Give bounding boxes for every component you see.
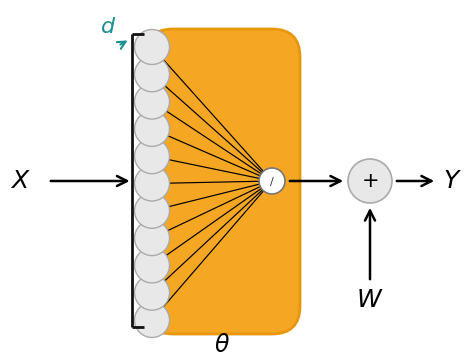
- Circle shape: [135, 84, 169, 119]
- Circle shape: [135, 57, 169, 92]
- Circle shape: [135, 275, 169, 310]
- Circle shape: [135, 303, 169, 337]
- Circle shape: [348, 159, 392, 203]
- Circle shape: [135, 220, 169, 256]
- Circle shape: [259, 168, 285, 194]
- Circle shape: [135, 166, 169, 201]
- Text: $Y$: $Y$: [443, 169, 462, 193]
- Circle shape: [135, 29, 169, 64]
- Circle shape: [135, 193, 169, 228]
- Text: $/$: $/$: [269, 174, 275, 188]
- Circle shape: [135, 139, 169, 174]
- Text: $W$: $W$: [356, 288, 384, 312]
- Circle shape: [135, 248, 169, 283]
- FancyBboxPatch shape: [145, 29, 300, 334]
- Circle shape: [135, 111, 169, 146]
- Text: $X$: $X$: [9, 169, 30, 193]
- Text: $d$: $d$: [100, 16, 116, 38]
- Text: $\theta$: $\theta$: [214, 334, 230, 357]
- Text: $+$: $+$: [361, 171, 379, 191]
